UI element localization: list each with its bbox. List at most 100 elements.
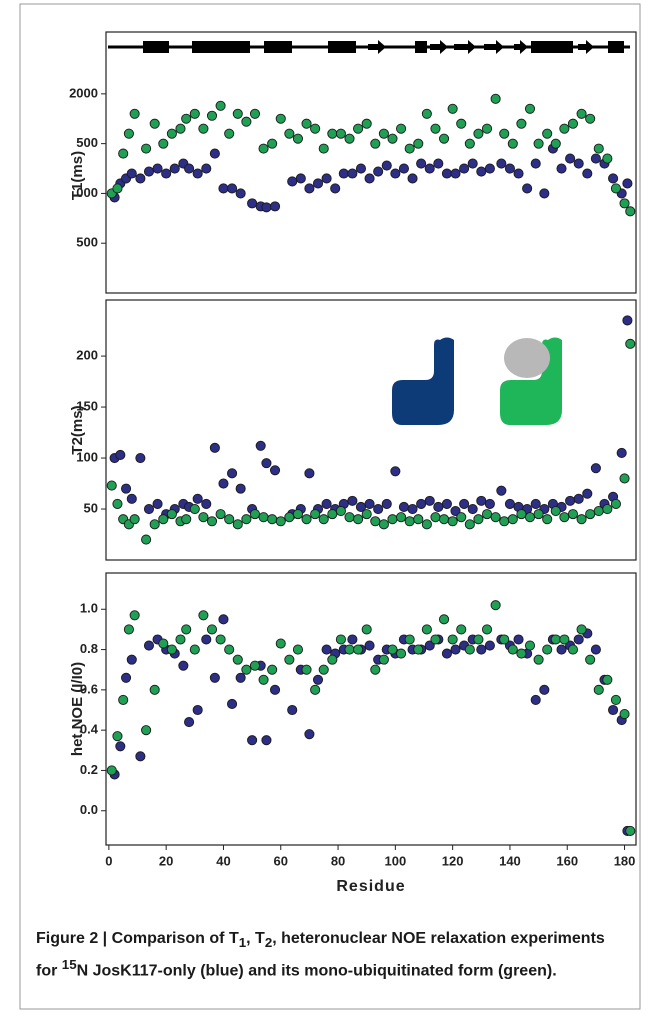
caption-text: N JosK117-only (blue) and its mono-ubiqu… xyxy=(76,962,557,980)
point xyxy=(530,158,541,169)
y-axis-label: T2(ms) xyxy=(69,405,86,454)
point xyxy=(513,634,524,645)
point xyxy=(616,447,627,458)
point xyxy=(441,648,452,659)
point xyxy=(224,128,235,139)
point xyxy=(235,672,246,683)
point xyxy=(181,624,192,635)
point xyxy=(261,735,272,746)
point xyxy=(249,108,261,119)
point xyxy=(304,468,315,479)
point xyxy=(602,503,613,515)
point xyxy=(364,498,375,509)
point xyxy=(338,168,349,179)
point xyxy=(539,188,550,199)
point xyxy=(115,449,126,461)
point xyxy=(490,93,501,104)
point xyxy=(247,735,258,746)
point xyxy=(364,640,375,651)
point xyxy=(135,452,146,464)
point xyxy=(318,664,329,675)
point xyxy=(158,638,169,649)
point xyxy=(201,634,212,645)
point xyxy=(258,512,269,523)
point xyxy=(201,163,212,174)
point xyxy=(507,644,518,655)
y-tick-label: 50 xyxy=(84,500,98,515)
point xyxy=(161,168,172,179)
point xyxy=(407,503,418,515)
point xyxy=(416,498,427,509)
point xyxy=(421,108,432,119)
point xyxy=(582,488,593,499)
point xyxy=(312,674,324,685)
point xyxy=(215,100,226,111)
point xyxy=(476,495,487,506)
point xyxy=(304,729,315,740)
point xyxy=(198,123,209,134)
point xyxy=(143,166,155,177)
point xyxy=(484,640,495,651)
point xyxy=(312,178,324,189)
point xyxy=(456,118,467,129)
point xyxy=(126,493,137,504)
point xyxy=(269,465,281,476)
point xyxy=(398,501,409,513)
point xyxy=(524,103,536,114)
point xyxy=(267,664,278,675)
point xyxy=(625,338,636,349)
point xyxy=(327,509,338,520)
point xyxy=(335,128,346,139)
point xyxy=(567,644,579,655)
point xyxy=(496,485,507,496)
point xyxy=(404,143,415,154)
point xyxy=(507,138,518,149)
point xyxy=(542,514,553,525)
point xyxy=(450,644,461,655)
point xyxy=(141,534,152,545)
point xyxy=(499,516,510,527)
point xyxy=(247,198,258,209)
point xyxy=(353,514,364,525)
point xyxy=(327,128,338,139)
point xyxy=(396,512,407,523)
secondary-structure xyxy=(108,40,630,54)
point xyxy=(149,684,160,695)
y-tick-label: 0.4 xyxy=(80,722,99,737)
point xyxy=(206,110,218,121)
point xyxy=(123,128,134,139)
point xyxy=(227,183,238,194)
point xyxy=(261,202,272,213)
y-tick-label: 2000 xyxy=(69,85,98,100)
point xyxy=(310,123,321,134)
point xyxy=(201,498,212,509)
y-tick-label: 150 xyxy=(76,398,98,413)
point xyxy=(224,644,235,655)
point xyxy=(112,731,123,742)
point xyxy=(373,503,384,515)
point xyxy=(447,634,458,645)
point xyxy=(608,704,619,716)
point xyxy=(490,512,501,523)
point xyxy=(321,173,332,184)
point xyxy=(344,133,355,144)
point xyxy=(516,648,527,659)
point xyxy=(318,514,329,525)
point xyxy=(227,468,238,479)
point xyxy=(235,188,246,199)
point xyxy=(390,168,401,179)
point xyxy=(301,514,312,525)
point xyxy=(275,113,286,124)
caption-text: , heteronuclear NOE relaxation experimen… xyxy=(36,930,605,980)
point xyxy=(344,512,355,523)
point xyxy=(126,654,137,665)
x-axis-label: Residue xyxy=(336,878,405,895)
point xyxy=(198,610,209,621)
point xyxy=(441,168,452,179)
caption-sub: 1 xyxy=(238,935,247,951)
point xyxy=(413,644,424,655)
point xyxy=(275,638,286,649)
point xyxy=(433,158,444,169)
point xyxy=(206,624,218,635)
